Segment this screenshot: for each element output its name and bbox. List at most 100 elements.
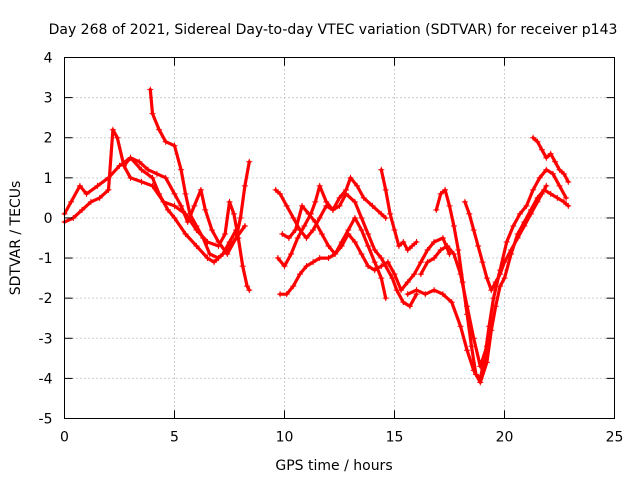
- data-point-marker: [351, 214, 358, 221]
- data-point-marker: [521, 222, 528, 229]
- data-point-marker: [378, 255, 385, 262]
- data-point-marker: [475, 243, 482, 250]
- data-point-marker: [241, 182, 248, 189]
- data-point-marker: [358, 251, 365, 258]
- y-tick-label: 4: [44, 51, 53, 67]
- chart-title: Day 268 of 2021, Sidereal Day-to-day VTE…: [49, 22, 618, 38]
- data-point-marker: [182, 190, 189, 197]
- data-point-marker: [560, 170, 567, 177]
- data-point-marker: [296, 271, 303, 278]
- data-point-marker: [156, 126, 163, 133]
- data-point-marker: [477, 363, 484, 370]
- series-track-14: [417, 243, 490, 370]
- data-point-marker: [68, 198, 75, 205]
- series-track-9: [378, 166, 420, 254]
- data-point-marker: [351, 198, 358, 205]
- data-point-marker: [178, 202, 185, 209]
- data-point-marker: [244, 283, 251, 290]
- data-point-marker: [483, 275, 490, 282]
- data-point-marker: [292, 226, 299, 233]
- data-point-marker: [404, 247, 411, 254]
- data-point-marker: [301, 222, 308, 229]
- data-point-marker: [318, 230, 325, 237]
- data-point-marker: [514, 235, 521, 241]
- data-point-marker: [413, 239, 420, 246]
- data-point-marker: [516, 210, 523, 217]
- series-line: [379, 168, 419, 252]
- data-point-marker: [424, 247, 431, 254]
- y-tick-label: -1: [39, 251, 53, 267]
- y-tick-label: -3: [39, 331, 53, 347]
- x-tick-label: 20: [496, 430, 514, 446]
- x-tick-label: 5: [170, 430, 179, 446]
- data-point-marker: [472, 371, 479, 378]
- data-point-marker: [114, 134, 121, 141]
- data-point-marker: [431, 255, 438, 262]
- data-point-marker: [226, 198, 233, 205]
- series-track-6: [274, 182, 420, 310]
- data-point-marker: [206, 251, 213, 258]
- data-point-marker: [479, 259, 486, 266]
- data-point-marker: [552, 158, 559, 165]
- data-point-marker: [224, 251, 231, 258]
- x-axis-title: GPS time / hours: [275, 458, 392, 474]
- data-point-marker: [365, 243, 372, 250]
- data-point-marker: [549, 170, 556, 177]
- data-point-marker: [272, 186, 279, 193]
- data-point-marker: [283, 291, 290, 298]
- data-point-marker: [424, 259, 431, 266]
- data-point-marker: [444, 243, 451, 250]
- y-tick-labels: 4 3 2 1 0 -1 -2 -3 -4 -5: [39, 51, 53, 428]
- data-point-marker: [378, 166, 385, 173]
- data-point-marker: [182, 230, 189, 237]
- data-point-marker: [556, 166, 563, 173]
- data-point-marker: [483, 343, 490, 350]
- data-point-marker: [299, 202, 306, 209]
- data-point-marker: [197, 186, 204, 193]
- data-point-marker: [294, 235, 301, 241]
- series-track-8: [279, 202, 453, 294]
- data-point-marker: [351, 239, 358, 246]
- x-tick-label: 15: [386, 430, 404, 446]
- data-point-marker: [468, 343, 475, 350]
- data-point-marker: [147, 86, 154, 93]
- data-point-marker: [329, 206, 336, 213]
- data-point-marker: [556, 182, 563, 189]
- data-point-marker: [433, 206, 440, 213]
- x-tick-label: 25: [606, 430, 624, 446]
- data-point-marker: [358, 226, 365, 233]
- plot-frame: [64, 57, 615, 419]
- series-line: [280, 204, 452, 292]
- data-point-marker: [371, 259, 378, 266]
- y-tick-label: 3: [44, 91, 53, 107]
- data-point-marker: [391, 226, 398, 233]
- data-point-marker: [305, 210, 312, 217]
- series-track-10: [404, 186, 572, 386]
- data-point-marker: [450, 251, 457, 258]
- data-point-marker: [446, 202, 453, 209]
- data-point-marker: [145, 166, 152, 173]
- data-point-marker: [497, 283, 504, 290]
- data-point-marker: [171, 190, 178, 197]
- data-point-marker: [457, 271, 464, 278]
- data-point-marker: [171, 214, 178, 221]
- data-point-marker: [490, 295, 497, 302]
- data-point-marker: [486, 323, 493, 330]
- y-tick-label: 0: [44, 211, 53, 227]
- data-point-marker: [303, 235, 310, 241]
- data-point-marker: [83, 190, 90, 197]
- data-point-marker: [565, 178, 572, 185]
- data-point-marker: [461, 198, 468, 205]
- grid-lines: [64, 57, 615, 419]
- data-point-marker: [538, 190, 545, 197]
- data-point-marker: [530, 186, 537, 193]
- data-point-marker: [547, 190, 554, 197]
- data-point-marker: [442, 186, 449, 193]
- data-point-marker: [382, 214, 389, 221]
- data-point-marker: [554, 194, 561, 201]
- data-point-marker: [503, 239, 510, 246]
- data-point-marker: [191, 202, 198, 209]
- data-point-marker: [274, 255, 281, 262]
- data-point-marker: [281, 263, 288, 270]
